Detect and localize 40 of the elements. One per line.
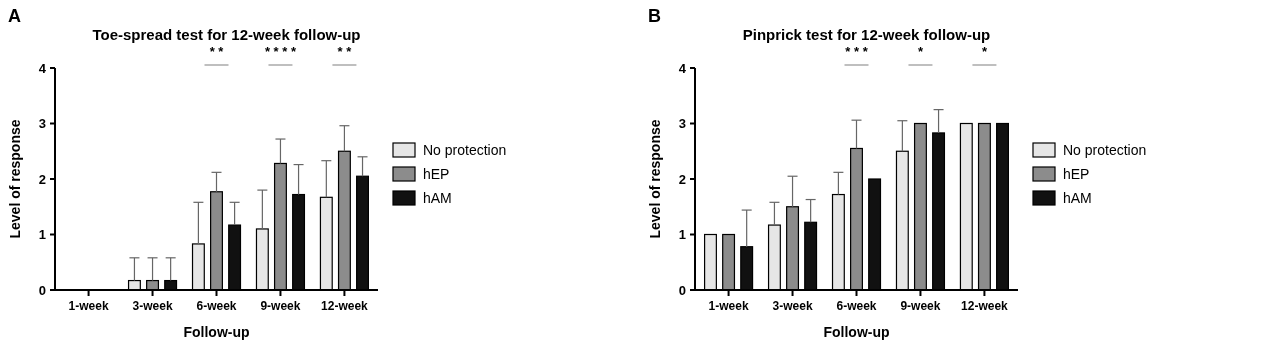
text: * *: [337, 44, 353, 59]
y-tick-label: 1: [678, 227, 686, 243]
x-axis-title: Follow-up: [823, 324, 890, 340]
legend-label: No protection: [1063, 141, 1147, 158]
x-tick-label: 1-week: [708, 299, 749, 313]
legend-label: hAM: [1063, 189, 1092, 206]
text: *: [917, 44, 924, 59]
y-tick-label: 4: [678, 60, 687, 76]
text: * *: [209, 44, 225, 59]
y-tick-label: 4: [38, 60, 47, 76]
x-tick-label: 3-week: [772, 299, 813, 313]
text: * * *: [845, 44, 869, 59]
y-tick-label: 0: [38, 282, 46, 298]
legend-label: hAM: [423, 189, 452, 206]
y-tick-label: 2: [38, 171, 46, 187]
x-tick-label: 12-week: [321, 299, 369, 313]
y-tick-label: 3: [678, 116, 686, 132]
y-tick-label: 0: [678, 282, 686, 298]
y-tick-label: 2: [678, 171, 686, 187]
x-axis-title: Follow-up: [183, 324, 250, 340]
x-tick-label: 9-week: [900, 299, 941, 313]
y-axis-title: Level of response: [647, 119, 663, 239]
chart-title: Pinprick test for 12-week follow-up: [742, 26, 991, 43]
text: A: [8, 6, 21, 26]
y-axis-title: Level of response: [7, 119, 23, 239]
text: *: [981, 44, 988, 59]
chart-title: Toe-spread test for 12-week follow-up: [92, 26, 361, 43]
x-tick-label: 6-week: [836, 299, 877, 313]
text: B: [648, 6, 661, 26]
y-tick-label: 1: [38, 227, 46, 243]
text: * * * *: [264, 44, 297, 59]
x-tick-label: 1-week: [68, 299, 109, 313]
x-tick-label: 12-week: [961, 299, 1009, 313]
legend-label: hEP: [423, 165, 450, 182]
legend-label: No protection: [423, 141, 507, 158]
x-tick-label: 9-week: [260, 299, 301, 313]
x-tick-label: 6-week: [196, 299, 237, 313]
y-tick-label: 3: [38, 116, 46, 132]
legend-label: hEP: [1063, 165, 1090, 182]
x-tick-label: 3-week: [132, 299, 173, 313]
